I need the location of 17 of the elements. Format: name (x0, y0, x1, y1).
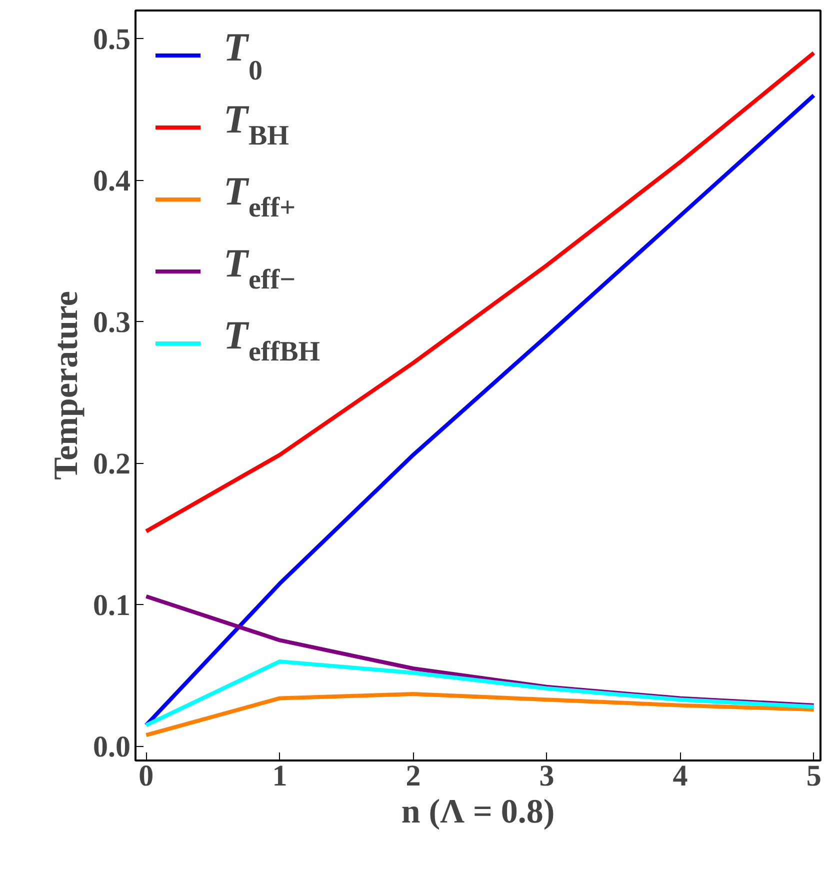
line-series (144, 659, 816, 728)
y-axis-title: Temperature (48, 291, 85, 480)
y-tick-label: 0.4 (93, 164, 130, 198)
y-tick-label: 0.1 (93, 588, 130, 622)
x-tick-label: 3 (539, 760, 554, 792)
y-tick-label: 0.2 (93, 447, 130, 480)
x-tick-label: 1 (272, 760, 288, 792)
x-tick-label: 0 (138, 760, 154, 792)
y-tick-label: 0.5 (93, 22, 130, 56)
y-tick-label: 0.3 (93, 306, 130, 339)
x-axis-title: n (Λ = 0.8) (401, 794, 555, 830)
x-tick-label: 4 (672, 760, 688, 792)
line-series (144, 93, 816, 728)
x-tick-label: 5 (806, 760, 822, 792)
y-tick-label: 0.0 (93, 730, 130, 764)
x-tick-label: 2 (406, 760, 421, 792)
line-series (144, 692, 816, 738)
